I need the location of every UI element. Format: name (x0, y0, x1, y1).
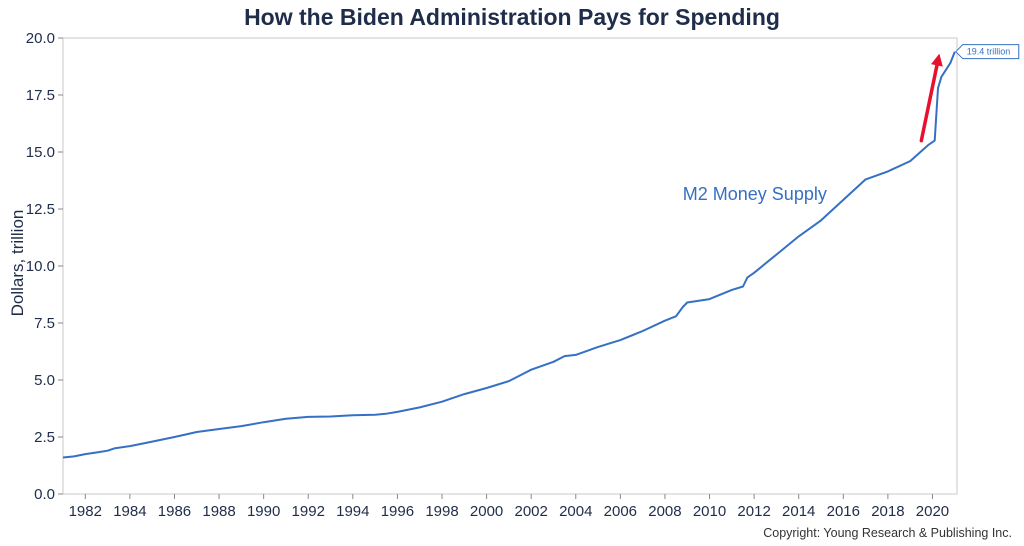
series-line-m2 (62, 51, 956, 459)
x-tick-label: 1984 (113, 503, 146, 520)
arrow-shaft (919, 63, 939, 143)
y-tick-label: 5.0 (34, 372, 55, 389)
x-tick-label: 1988 (202, 503, 235, 520)
y-tick-label: 10.0 (26, 258, 55, 275)
x-tick-label: 2006 (604, 503, 637, 520)
x-tick-label: 2004 (559, 503, 592, 520)
x-tick-label: 1992 (292, 503, 325, 520)
x-tick-label: 2008 (648, 503, 681, 520)
y-tick-label: 12.5 (26, 201, 55, 218)
chart-title: How the Biden Administration Pays for Sp… (244, 4, 780, 30)
arrow-head (931, 53, 943, 67)
callout-box (955, 44, 1020, 60)
chart-axes (62, 37, 958, 495)
x-tick-label: 2010 (693, 503, 726, 520)
x-tick-label: 2012 (737, 503, 770, 520)
x-tick-label: 1990 (247, 503, 280, 520)
x-tick-label: 1996 (381, 503, 414, 520)
last-value-callout: 19.4 trillion (955, 44, 1020, 60)
x-tick-label: 1994 (336, 503, 369, 520)
x-tick-label: 2002 (514, 503, 547, 520)
y-tick-label: 7.5 (34, 315, 55, 332)
x-tick-label: 2016 (827, 503, 860, 520)
x-axis-ticks: 1982 1984 1986 1988 1990 1992 1994 1996 1998 2000… (69, 494, 949, 520)
y-axis-ticks: 0.0 2.5 5.0 7.5 10.0 12.5 15.0 17.5 20.0 (26, 30, 63, 503)
x-tick-label: 2018 (871, 503, 904, 520)
y-tick-label: 15.0 (26, 144, 55, 161)
y-tick-label: 0.0 (34, 486, 55, 503)
x-tick-label: 1982 (69, 503, 102, 520)
x-tick-label: 1998 (425, 503, 458, 520)
plot-frame (62, 37, 958, 495)
callout-text: 19.4 trillion (967, 47, 1011, 57)
copyright-note: Copyright: Young Research & Publishing I… (763, 526, 1012, 540)
x-tick-label: 2000 (470, 503, 503, 520)
x-tick-label: 2014 (782, 503, 815, 520)
x-tick-label: 1986 (158, 503, 191, 520)
y-tick-label: 2.5 (34, 429, 55, 446)
series-label-m2: M2 Money Supply (683, 184, 827, 204)
y-tick-label: 17.5 (26, 87, 55, 104)
y-tick-label: 20.0 (26, 30, 55, 47)
rise-arrow (919, 53, 943, 143)
x-tick-label: 2020 (916, 503, 949, 520)
